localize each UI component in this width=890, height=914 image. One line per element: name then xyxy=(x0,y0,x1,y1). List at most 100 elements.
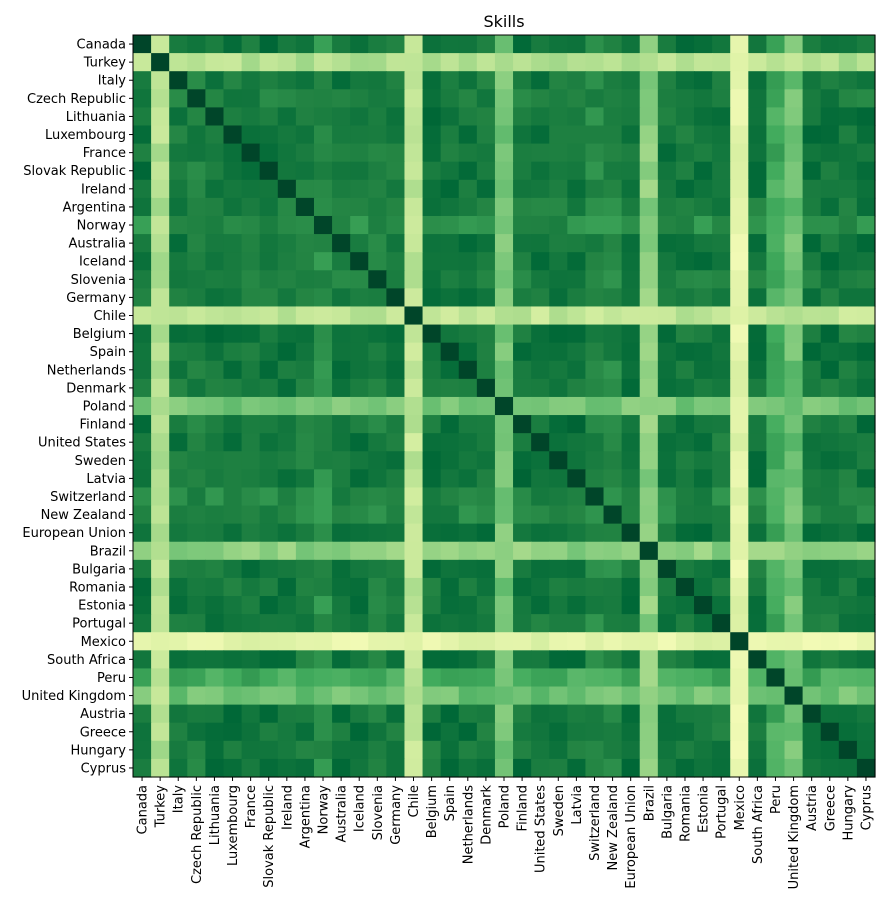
heatmap-cell xyxy=(621,740,641,760)
heatmap-cell xyxy=(766,722,786,742)
heatmap-cell xyxy=(313,704,333,724)
heatmap-cell xyxy=(621,125,641,145)
heatmap-cell xyxy=(820,288,840,308)
heatmap-cell xyxy=(549,614,568,633)
heatmap-cell xyxy=(639,360,659,380)
heatmap-cell xyxy=(277,740,297,760)
heatmap-cell xyxy=(603,179,623,199)
heatmap-cell xyxy=(838,143,858,163)
heatmap-cell xyxy=(205,342,225,362)
heatmap-cell xyxy=(386,596,406,615)
heatmap-cell xyxy=(422,505,442,525)
heatmap-cell xyxy=(277,215,297,235)
heatmap-cell xyxy=(313,415,333,434)
heatmap-cell xyxy=(856,197,876,217)
heatmap-cell xyxy=(694,704,713,724)
heatmap-cell xyxy=(603,53,623,72)
heatmap-cell xyxy=(277,433,297,452)
heatmap-cell xyxy=(513,125,532,145)
x-tick-label: Argentina xyxy=(298,785,313,848)
heatmap-cell xyxy=(476,686,496,706)
heatmap-cell xyxy=(694,89,713,108)
heatmap-cell xyxy=(585,53,605,72)
heatmap-cell xyxy=(766,215,786,235)
heatmap-cell xyxy=(350,342,369,362)
heatmap-cell xyxy=(169,559,188,579)
heatmap-cell xyxy=(766,107,786,127)
heatmap-cell xyxy=(332,179,351,199)
x-tick-label: Norway xyxy=(317,785,332,835)
heatmap-cell xyxy=(458,415,478,434)
heatmap-cell xyxy=(784,270,804,289)
heatmap-cell xyxy=(585,668,605,688)
heatmap-cell xyxy=(205,740,225,760)
heatmap-cell xyxy=(675,614,695,633)
y-tick-label: Turkey xyxy=(83,56,127,71)
heatmap-cell xyxy=(657,288,677,308)
heatmap-cell xyxy=(567,487,587,507)
heatmap-cell xyxy=(241,215,261,235)
heatmap-cell xyxy=(313,541,333,561)
heatmap-cell xyxy=(838,686,858,706)
heatmap-cell xyxy=(350,704,369,724)
heatmap-cell xyxy=(295,740,315,760)
heatmap-cell xyxy=(494,252,514,271)
heatmap-cell xyxy=(567,523,587,543)
heatmap-cell xyxy=(603,523,623,543)
heatmap-cell xyxy=(802,143,822,163)
heatmap-cell xyxy=(368,668,387,688)
heatmap-cell xyxy=(567,161,587,181)
heatmap-cell xyxy=(440,342,460,362)
heatmap-cell xyxy=(621,71,641,90)
heatmap-cell xyxy=(187,722,206,742)
heatmap-cell xyxy=(259,650,279,670)
heatmap-cell xyxy=(476,523,496,543)
heatmap-cell xyxy=(404,342,424,362)
heatmap-cell xyxy=(151,215,170,235)
heatmap-cell xyxy=(657,433,677,452)
heatmap-cell xyxy=(675,541,695,561)
heatmap-cell xyxy=(730,632,749,651)
heatmap-cell xyxy=(531,614,550,633)
heatmap-cell xyxy=(802,451,822,470)
heatmap-cell xyxy=(458,288,478,308)
heatmap-cell xyxy=(386,614,406,633)
heatmap-cell xyxy=(404,523,424,543)
heatmap-cell xyxy=(313,523,333,543)
heatmap-cell xyxy=(422,252,442,271)
heatmap-cell xyxy=(549,396,568,416)
heatmap-cell xyxy=(241,197,261,217)
x-tick-label: France xyxy=(244,785,259,828)
heatmap-cell xyxy=(694,415,713,434)
heatmap-cell xyxy=(404,234,424,253)
heatmap-cell xyxy=(657,559,677,579)
heatmap-cell xyxy=(820,107,840,127)
y-tick-label: Netherlands xyxy=(47,363,126,378)
heatmap-cell xyxy=(476,758,496,778)
heatmap-cell xyxy=(422,541,442,561)
heatmap-cell xyxy=(422,89,442,108)
heatmap-cell xyxy=(675,758,695,778)
heatmap-cell xyxy=(223,704,243,724)
heatmap-cell xyxy=(386,107,406,127)
heatmap-cell xyxy=(549,469,568,489)
heatmap-cell xyxy=(657,686,677,706)
heatmap-cell xyxy=(838,740,858,760)
heatmap-cell xyxy=(422,722,442,742)
heatmap-cell xyxy=(223,451,243,470)
heatmap-cell xyxy=(187,89,206,108)
heatmap-cell xyxy=(657,360,677,380)
heatmap-cell xyxy=(241,559,261,579)
heatmap-cell xyxy=(422,360,442,380)
heatmap-cell xyxy=(476,487,496,507)
heatmap-cell xyxy=(404,415,424,434)
x-tick-label: Portugal xyxy=(715,785,730,839)
heatmap-cell xyxy=(386,252,406,271)
heatmap-cell xyxy=(531,740,550,760)
heatmap-cell xyxy=(476,596,496,615)
heatmap-cell xyxy=(223,324,243,344)
heatmap-cell xyxy=(531,559,550,579)
heatmap-cell xyxy=(350,35,369,54)
heatmap-cell xyxy=(295,342,315,362)
heatmap-cell xyxy=(187,161,206,181)
